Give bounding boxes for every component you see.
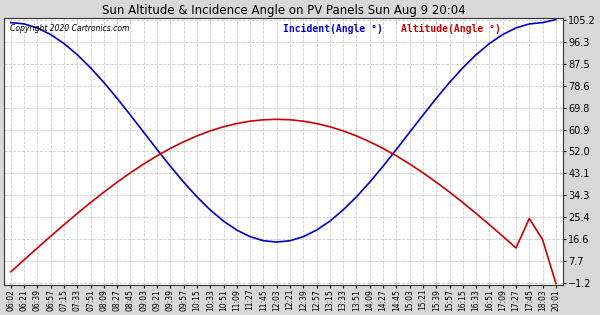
Text: Altitude(Angle °): Altitude(Angle °) [401, 24, 500, 34]
Text: Incident(Angle °): Incident(Angle °) [283, 24, 383, 34]
Text: Copyright 2020 Cartronics.com: Copyright 2020 Cartronics.com [10, 24, 129, 33]
Title: Sun Altitude & Incidence Angle on PV Panels Sun Aug 9 20:04: Sun Altitude & Incidence Angle on PV Pan… [101, 4, 465, 17]
